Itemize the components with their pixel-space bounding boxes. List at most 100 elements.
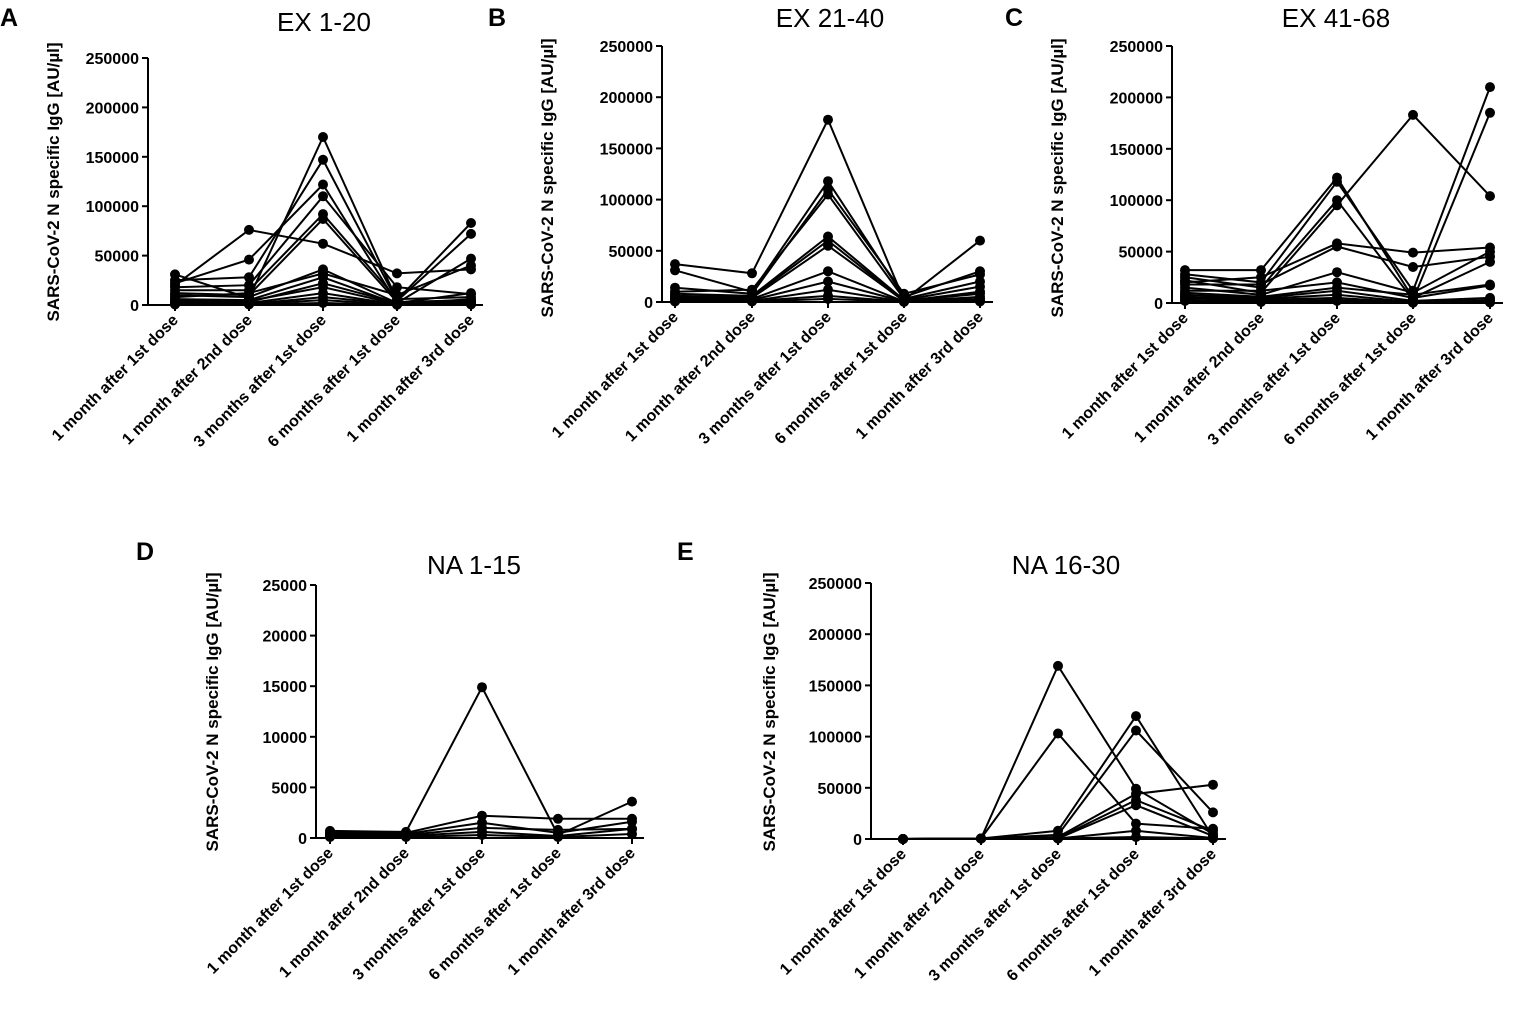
data-point	[975, 296, 985, 307]
data-point	[1256, 265, 1266, 276]
data-point	[1408, 247, 1418, 258]
data-point	[1485, 191, 1495, 202]
data-point	[1208, 833, 1218, 844]
data-point	[553, 832, 563, 842]
y-tick-label: 150000	[1110, 142, 1163, 159]
series-line	[902, 728, 1214, 840]
data-point	[823, 114, 833, 125]
data-point	[477, 830, 487, 840]
x-tick-label: 6 months after 1st dose	[1004, 846, 1143, 985]
y-tick-label: 0	[130, 298, 139, 315]
data-point	[747, 296, 757, 307]
data-point	[477, 810, 487, 821]
data-point	[318, 214, 328, 224]
panel-b: B EX 21-40 SARS-CoV-2 N specific IgG [AU…	[488, 3, 993, 448]
panel-letter: E	[677, 538, 694, 566]
data-point	[466, 218, 476, 228]
data-point	[1485, 82, 1495, 93]
y-axis-label: SARS-CoV-2 N specific IgG [AU/µl]	[44, 43, 63, 322]
x-tick-label: 6 months after 1st dose	[265, 312, 404, 451]
y-tick-label: 10000	[263, 730, 308, 747]
data-point	[392, 299, 402, 310]
x-tick-label: 1 month after 2nd dose	[119, 312, 256, 449]
x-tick-label: 1 month after 2nd dose	[1131, 310, 1268, 447]
y-axis-label: SARS-CoV-2 N specific IgG [AU/µl]	[760, 573, 779, 852]
series-group	[325, 682, 637, 842]
y-tick-label: 0	[298, 831, 307, 848]
y-tick-label: 50000	[95, 249, 140, 266]
data-point	[1485, 107, 1495, 118]
data-point	[401, 832, 411, 842]
data-point	[823, 276, 833, 287]
y-axis-ticks: 0 50000 100000 150000 200000 250000	[600, 39, 662, 312]
data-point	[823, 176, 833, 187]
y-tick-label: 20000	[263, 629, 308, 646]
data-point	[747, 268, 757, 279]
data-point	[318, 298, 328, 308]
data-point	[823, 189, 833, 200]
data-point	[627, 816, 637, 827]
y-tick-label: 5000	[271, 780, 307, 797]
x-tick-label: 6 months after 1st dose	[426, 845, 565, 984]
data-point	[244, 254, 254, 265]
y-tick-label: 100000	[809, 730, 862, 747]
panel-letter: C	[1005, 4, 1023, 32]
y-axis-ticks: 0 50000 100000 150000 200000 250000	[86, 51, 148, 315]
data-point	[318, 154, 328, 165]
data-point	[466, 253, 476, 264]
data-point	[244, 224, 254, 235]
data-point	[244, 272, 254, 283]
data-point	[318, 179, 328, 190]
series-group	[1180, 82, 1495, 308]
data-point	[1053, 660, 1063, 671]
axes	[661, 46, 993, 303]
data-point	[975, 269, 985, 280]
y-axis-label: SARS-CoV-2 N specific IgG [AU/µl]	[203, 573, 222, 852]
data-point	[898, 834, 908, 844]
data-point	[392, 290, 402, 301]
series-group	[670, 114, 985, 307]
y-tick-label: 250000	[86, 51, 139, 68]
data-point	[1332, 295, 1342, 306]
data-point	[318, 238, 328, 249]
data-point	[1131, 711, 1141, 722]
series-line	[902, 731, 1214, 840]
data-point	[318, 132, 328, 142]
x-tick-label: 6 months after 1st dose	[772, 309, 911, 448]
y-tick-label: 200000	[600, 90, 653, 107]
x-tick-label: 1 month after 1st dose	[204, 845, 337, 978]
chart-title: EX 21-40	[776, 3, 884, 33]
x-tick-label: 1 month after 1st dose	[777, 846, 910, 979]
x-tick-label: 3 months after 1st dose	[926, 846, 1065, 985]
data-point	[1332, 200, 1342, 211]
data-point	[1256, 272, 1266, 283]
y-tick-label: 100000	[600, 193, 653, 210]
data-point	[1208, 807, 1218, 818]
data-point	[627, 829, 637, 839]
data-point	[1131, 818, 1141, 829]
data-point	[392, 282, 402, 293]
data-point	[466, 228, 476, 239]
x-tick-label: 1 month after 1st dose	[1059, 310, 1192, 443]
series-group	[170, 132, 476, 310]
data-point	[1180, 295, 1190, 306]
chart-title: EX 41-68	[1282, 3, 1390, 33]
data-point	[1332, 241, 1342, 252]
data-point	[466, 260, 476, 271]
x-tick-label: 3 months after 1st dose	[1205, 310, 1344, 449]
panel-d: D NA 1-15 SARS-CoV-2 N specific IgG [AU/…	[136, 538, 644, 984]
axes	[870, 583, 1226, 840]
data-point	[1208, 779, 1218, 790]
x-tick-label: 1 month after 2nd dose	[622, 309, 759, 446]
data-point	[1256, 297, 1266, 307]
y-tick-label: 200000	[809, 627, 862, 644]
x-tick-label: 1 month after 2nd dose	[851, 846, 988, 983]
y-tick-label: 50000	[818, 781, 863, 798]
x-tick-label: 1 month after 2nd dose	[276, 845, 413, 982]
y-tick-label: 25000	[263, 578, 308, 595]
